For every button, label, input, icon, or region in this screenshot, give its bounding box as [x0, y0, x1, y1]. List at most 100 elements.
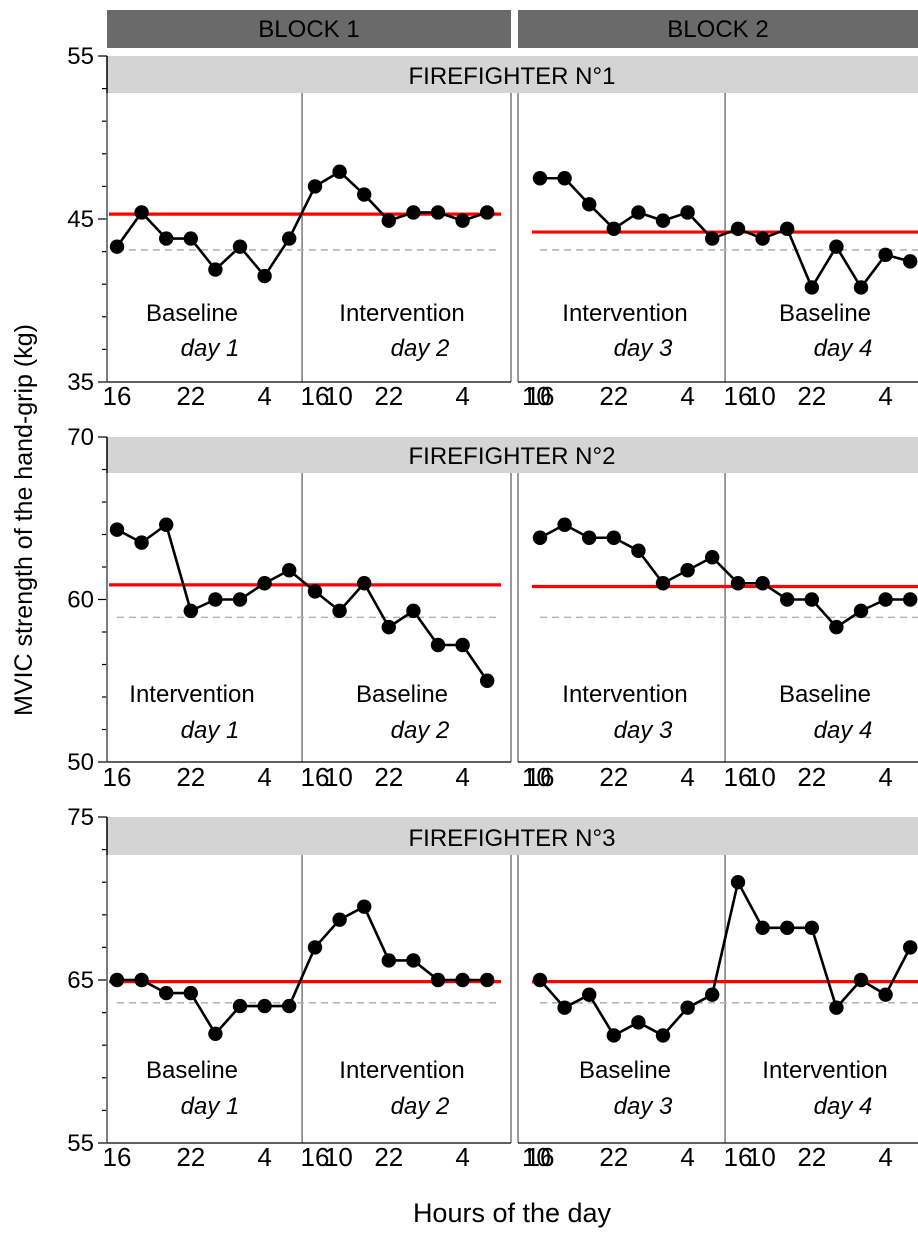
data-point — [282, 563, 297, 578]
day-label: day 1 — [181, 1093, 240, 1120]
x-tick-label: 22 — [374, 381, 403, 411]
data-point — [680, 1000, 695, 1015]
data-point — [208, 1026, 223, 1041]
x-tick-label: 4 — [878, 762, 892, 792]
data-point — [631, 205, 646, 220]
data-point — [257, 998, 272, 1014]
data-point — [804, 280, 819, 295]
x-tick-label: 10 — [522, 1142, 551, 1172]
day-label: day 2 — [391, 717, 450, 744]
data-point — [853, 972, 869, 988]
data-point — [430, 972, 446, 988]
x-tick-label: 4 — [455, 1142, 469, 1172]
data-point — [455, 637, 470, 653]
data-point — [381, 953, 396, 968]
x-tick-label: 10 — [747, 381, 776, 411]
data-point — [755, 231, 770, 246]
data-point — [655, 576, 671, 591]
x-tick-label: 16 — [301, 1142, 330, 1172]
data-point — [804, 592, 819, 607]
block-header-bg — [518, 10, 918, 48]
x-tick-label: 4 — [680, 762, 694, 792]
data-point — [430, 205, 446, 220]
data-point — [582, 197, 597, 212]
data-point — [332, 603, 347, 619]
day-label: day 2 — [391, 1093, 450, 1120]
panel-header-bg — [107, 56, 918, 93]
data-point — [557, 171, 572, 186]
panel-block: Baseline day 3 16 22 4 10 Intervention day 4 16 2… — [517, 855, 918, 1172]
data-point — [134, 205, 149, 220]
x-tick-label: 16 — [724, 1142, 753, 1172]
data-point — [480, 972, 495, 988]
y-tick-label: 75 — [67, 804, 94, 831]
x-tick-label: 22 — [176, 381, 205, 411]
phase-label: Baseline — [779, 681, 871, 708]
block-headers: BLOCK 1 BLOCK 2 — [107, 10, 918, 48]
data-point — [705, 987, 720, 1002]
x-tick-label: 4 — [455, 381, 469, 411]
data-point — [307, 584, 323, 599]
data-point — [183, 985, 198, 1001]
y-tick-label: 50 — [67, 749, 94, 776]
panel-title: FIREFIGHTER N°2 — [409, 443, 616, 470]
data-point — [755, 920, 770, 936]
x-tick-label: 10 — [324, 762, 353, 792]
data-point — [257, 576, 272, 591]
x-tick-label: 10 — [747, 762, 776, 792]
data-point — [582, 530, 597, 545]
day-label: day 4 — [814, 335, 873, 362]
series-line — [116, 523, 489, 682]
data-point — [232, 239, 248, 254]
data-point — [134, 972, 149, 988]
data-point — [480, 205, 495, 220]
data-point — [853, 280, 869, 295]
data-point — [134, 535, 149, 550]
data-point — [307, 179, 323, 194]
x-tick-label: 4 — [680, 1142, 694, 1172]
x-tick-label: 4 — [455, 762, 469, 792]
phase-label: Baseline — [579, 1057, 671, 1084]
data-point — [455, 213, 470, 228]
data-point — [680, 563, 695, 578]
data-point — [631, 1015, 646, 1030]
data-point — [582, 987, 597, 1002]
series-line — [540, 176, 911, 289]
panel-header-bg — [107, 817, 918, 855]
data-point — [307, 940, 323, 955]
data-point — [705, 231, 720, 246]
panel-block: Baseline day 1 16 22 4 10 Intervention day 2 16 2… — [103, 93, 551, 411]
x-tick-label: 22 — [374, 762, 403, 792]
data-point — [878, 987, 893, 1002]
x-tick-label: 16 — [301, 762, 330, 792]
data-point — [853, 603, 869, 619]
data-point — [282, 998, 297, 1014]
data-point — [109, 239, 125, 254]
day-label: day 3 — [614, 1093, 673, 1120]
x-tick-label: 4 — [680, 381, 694, 411]
x-tick-label: 4 — [257, 381, 271, 411]
data-point — [780, 221, 795, 236]
data-point — [532, 171, 548, 186]
phase-label: Baseline — [146, 300, 238, 327]
data-point — [557, 1000, 572, 1015]
data-point — [829, 239, 844, 254]
x-tick-label: 10 — [324, 1142, 353, 1172]
x-tick-label: 10 — [324, 381, 353, 411]
data-point — [183, 603, 198, 619]
data-point — [606, 530, 621, 545]
data-point — [430, 637, 446, 653]
block-header-bg — [107, 10, 511, 48]
x-tick-label: 10 — [747, 1142, 776, 1172]
panel: FIREFIGHTER N°2 50 60 70 Intervention day 1 16… — [67, 424, 918, 792]
data-point — [381, 619, 396, 635]
panel-header-bg — [107, 437, 918, 473]
x-tick-label: 4 — [257, 1142, 271, 1172]
data-point — [655, 1028, 671, 1043]
data-point — [282, 231, 297, 246]
x-tick-label: 16 — [526, 1142, 555, 1172]
data-point — [232, 998, 248, 1014]
x-tick-label: 22 — [599, 381, 628, 411]
panel-block: Intervention day 3 16 22 4 10 Baseline day 4 16 2… — [517, 93, 918, 411]
